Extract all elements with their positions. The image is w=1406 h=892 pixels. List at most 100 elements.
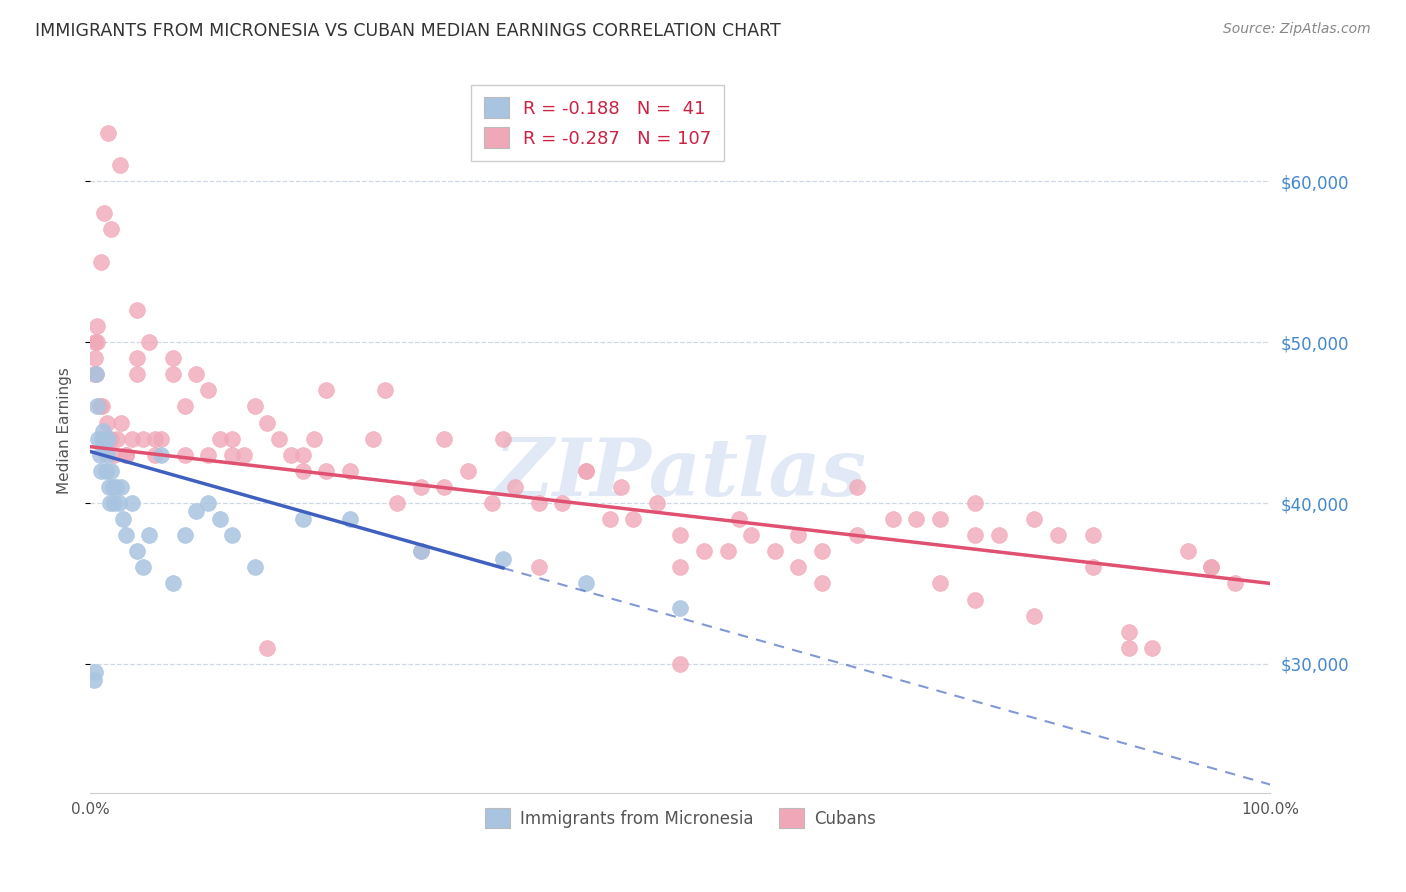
Point — [256, 640, 278, 655]
Point — [988, 528, 1011, 542]
Point — [575, 464, 598, 478]
Point — [245, 560, 267, 574]
Text: Source: ZipAtlas.com: Source: ZipAtlas.com — [1223, 22, 1371, 37]
Point — [84, 368, 107, 382]
Point — [339, 464, 361, 478]
Point — [846, 528, 869, 542]
Point — [645, 496, 668, 510]
Point — [527, 560, 550, 574]
Point — [173, 448, 195, 462]
Point — [150, 432, 173, 446]
Point — [84, 334, 107, 349]
Point — [132, 432, 155, 446]
Point — [84, 665, 107, 679]
Point — [669, 560, 692, 574]
Point — [83, 368, 105, 382]
Point — [186, 504, 208, 518]
Point — [811, 544, 834, 558]
Point — [90, 254, 112, 268]
Point — [551, 496, 574, 510]
Point — [527, 496, 550, 510]
Point — [121, 496, 143, 510]
Point — [280, 448, 302, 462]
Point — [197, 448, 219, 462]
Point — [339, 512, 361, 526]
Point — [105, 432, 128, 446]
Point — [110, 480, 132, 494]
Point — [138, 528, 160, 542]
Point — [103, 496, 125, 510]
Point — [409, 480, 432, 494]
Point — [433, 480, 456, 494]
Point — [93, 440, 115, 454]
Point — [1223, 576, 1246, 591]
Point — [291, 464, 314, 478]
Point — [492, 432, 515, 446]
Point — [127, 302, 149, 317]
Point — [315, 464, 337, 478]
Point — [575, 464, 598, 478]
Point — [669, 657, 692, 671]
Point — [304, 432, 326, 446]
Point — [209, 432, 232, 446]
Point — [385, 496, 408, 510]
Point — [91, 424, 114, 438]
Point — [787, 528, 810, 542]
Y-axis label: Median Earnings: Median Earnings — [58, 368, 72, 494]
Point — [245, 400, 267, 414]
Point — [96, 448, 118, 462]
Point — [101, 480, 124, 494]
Point — [197, 384, 219, 398]
Point — [965, 592, 987, 607]
Point — [100, 464, 122, 478]
Point — [740, 528, 762, 542]
Point — [173, 528, 195, 542]
Point — [905, 512, 928, 526]
Point — [138, 334, 160, 349]
Point — [1024, 512, 1046, 526]
Point — [209, 512, 232, 526]
Point — [162, 368, 184, 382]
Point — [107, 496, 129, 510]
Point — [221, 448, 243, 462]
Point — [87, 432, 110, 446]
Text: IMMIGRANTS FROM MICRONESIA VS CUBAN MEDIAN EARNINGS CORRELATION CHART: IMMIGRANTS FROM MICRONESIA VS CUBAN MEDI… — [35, 22, 780, 40]
Point — [669, 600, 692, 615]
Point — [89, 400, 111, 414]
Point — [127, 544, 149, 558]
Point — [1118, 624, 1140, 639]
Point — [114, 448, 136, 462]
Point — [846, 480, 869, 494]
Point — [83, 673, 105, 687]
Point — [98, 480, 121, 494]
Point — [811, 576, 834, 591]
Point — [965, 496, 987, 510]
Point — [1177, 544, 1199, 558]
Point — [112, 512, 135, 526]
Point — [492, 552, 515, 566]
Point — [150, 448, 173, 462]
Point — [291, 448, 314, 462]
Point — [114, 528, 136, 542]
Point — [162, 576, 184, 591]
Point — [575, 576, 598, 591]
Point — [110, 416, 132, 430]
Point — [693, 544, 716, 558]
Point — [103, 448, 125, 462]
Point — [143, 432, 166, 446]
Point — [127, 368, 149, 382]
Point — [409, 544, 432, 558]
Point — [114, 448, 136, 462]
Point — [97, 126, 120, 140]
Point — [716, 544, 738, 558]
Point — [97, 432, 120, 446]
Point — [409, 544, 432, 558]
Point — [98, 496, 121, 510]
Point — [86, 318, 108, 333]
Point — [93, 432, 115, 446]
Point — [1201, 560, 1223, 574]
Point — [90, 464, 112, 478]
Point — [105, 480, 128, 494]
Point — [929, 512, 952, 526]
Point — [84, 368, 107, 382]
